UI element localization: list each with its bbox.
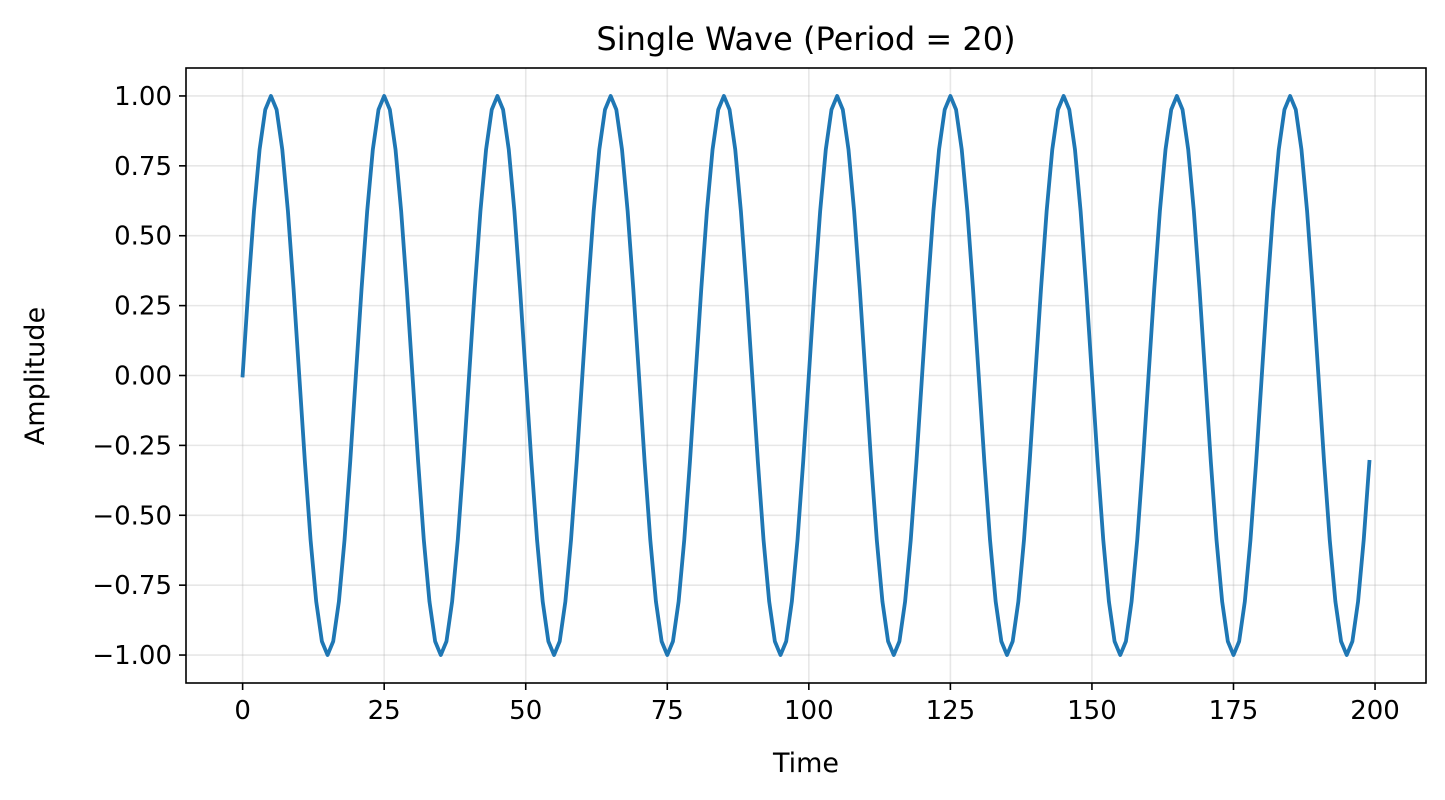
y-tick-label: 0.25 — [114, 292, 172, 322]
y-axis: 1.00 0.75 0.50 0.25 0.00 −0.25 −0.50 −0.75 −1.00 — [92, 82, 186, 671]
x-tick-label: 0 — [234, 696, 251, 726]
x-tick-label: 125 — [926, 696, 976, 726]
y-tick-label: 0.50 — [114, 222, 172, 252]
x-tick-label: 25 — [368, 696, 401, 726]
x-tick-label: 50 — [509, 696, 542, 726]
y-tick-label: −0.75 — [92, 571, 172, 601]
x-tick-label: 100 — [784, 696, 834, 726]
y-tick-label: −0.50 — [92, 501, 172, 531]
grid — [186, 68, 1426, 683]
series — [240, 94, 1372, 657]
x-tick-label: 200 — [1350, 696, 1400, 726]
wave-line — [240, 94, 1372, 657]
x-axis-label: Time — [772, 748, 839, 779]
y-tick-label: −1.00 — [92, 641, 172, 671]
x-axis: 0 25 50 75 100 125 150 175 200 — [234, 683, 1400, 726]
x-tick-label: 75 — [651, 696, 684, 726]
y-axis-label: Amplitude — [20, 307, 51, 445]
x-tick-label: 150 — [1067, 696, 1117, 726]
x-tick-label: 175 — [1209, 696, 1259, 726]
y-tick-label: −0.25 — [92, 431, 172, 461]
y-tick-label: 0.00 — [114, 362, 172, 392]
y-tick-label: 0.75 — [114, 152, 172, 182]
chart-title: Single Wave (Period = 20) — [596, 20, 1015, 58]
y-tick-label: 1.00 — [114, 82, 172, 112]
